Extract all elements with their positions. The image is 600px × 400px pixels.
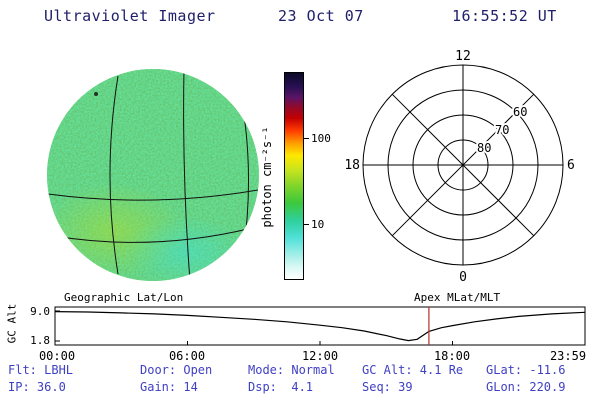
colorbar-tick-100 [304, 138, 309, 139]
timeline-y-axis-title: GC Alt [5, 303, 19, 344]
status-flt: Flt: LBHL [8, 363, 74, 377]
colorbar-label-100: 100 [311, 132, 331, 145]
mlat-label-80: 80 [477, 141, 491, 155]
timeline-ymin-label: 1.8 [30, 334, 50, 347]
plot-ticks [54, 310, 586, 345]
status-glon: GLon: 220.9 [486, 380, 566, 394]
mlt-label-6: 6 [567, 158, 575, 173]
status-seq: Seq: 39 [362, 380, 413, 394]
status-gc-alt: GC Alt: 4.1 Re [362, 363, 464, 377]
polar-mlat-mlt-grid: 12 18 6 0 60 70 80 [346, 49, 575, 284]
mlat-label-70: 70 [495, 123, 509, 137]
status-mode: Mode: Normal [248, 363, 335, 377]
xtick-1800: 18:00 [433, 349, 471, 363]
colorbar [284, 72, 304, 280]
mlat-label-60: 60 [513, 105, 527, 119]
colorbar-unit-label: photon cm⁻²s⁻¹ [260, 126, 274, 228]
status-glat: GLat: -11.6 [486, 363, 566, 377]
date-label: 23 Oct 07 [278, 7, 364, 25]
polar-spokes [363, 65, 563, 265]
time-label: 16:55:52 UT [452, 7, 557, 25]
xtick-0600: 06:00 [168, 349, 206, 363]
lat-lon-grid [47, 69, 259, 281]
timeline-ymax-label: 9.0 [30, 305, 50, 318]
colorbar-label-10: 10 [311, 218, 325, 231]
status-ip: IP: 36.0 [8, 380, 66, 394]
xtick-1200: 12:00 [301, 349, 339, 363]
app-title: Ultraviolet Imager [44, 7, 216, 25]
mlt-label-12: 12 [455, 49, 471, 64]
colorbar-tick-10 [304, 224, 309, 225]
mlt-label-0: 0 [459, 270, 467, 284]
status-gain: Gain: 14 [140, 380, 198, 394]
polar-caption: Apex MLat/MLT [414, 291, 501, 304]
status-dsp: Dsp: 4.1 [248, 380, 314, 394]
disk-caption: Geographic Lat/Lon [64, 291, 184, 304]
orbit-altitude-plot [54, 306, 586, 346]
mlat-ring-labels: 60 70 80 [475, 103, 529, 157]
orbit-altitude-path [54, 311, 586, 342]
xtick-0000: 00:00 [38, 349, 76, 363]
status-door: Door: Open [140, 363, 213, 377]
disk-body [47, 69, 259, 281]
image-speck [94, 92, 98, 96]
xtick-2359: 23:59 [549, 349, 587, 363]
uv-disk-image [47, 69, 259, 281]
mlt-label-18: 18 [346, 158, 360, 173]
